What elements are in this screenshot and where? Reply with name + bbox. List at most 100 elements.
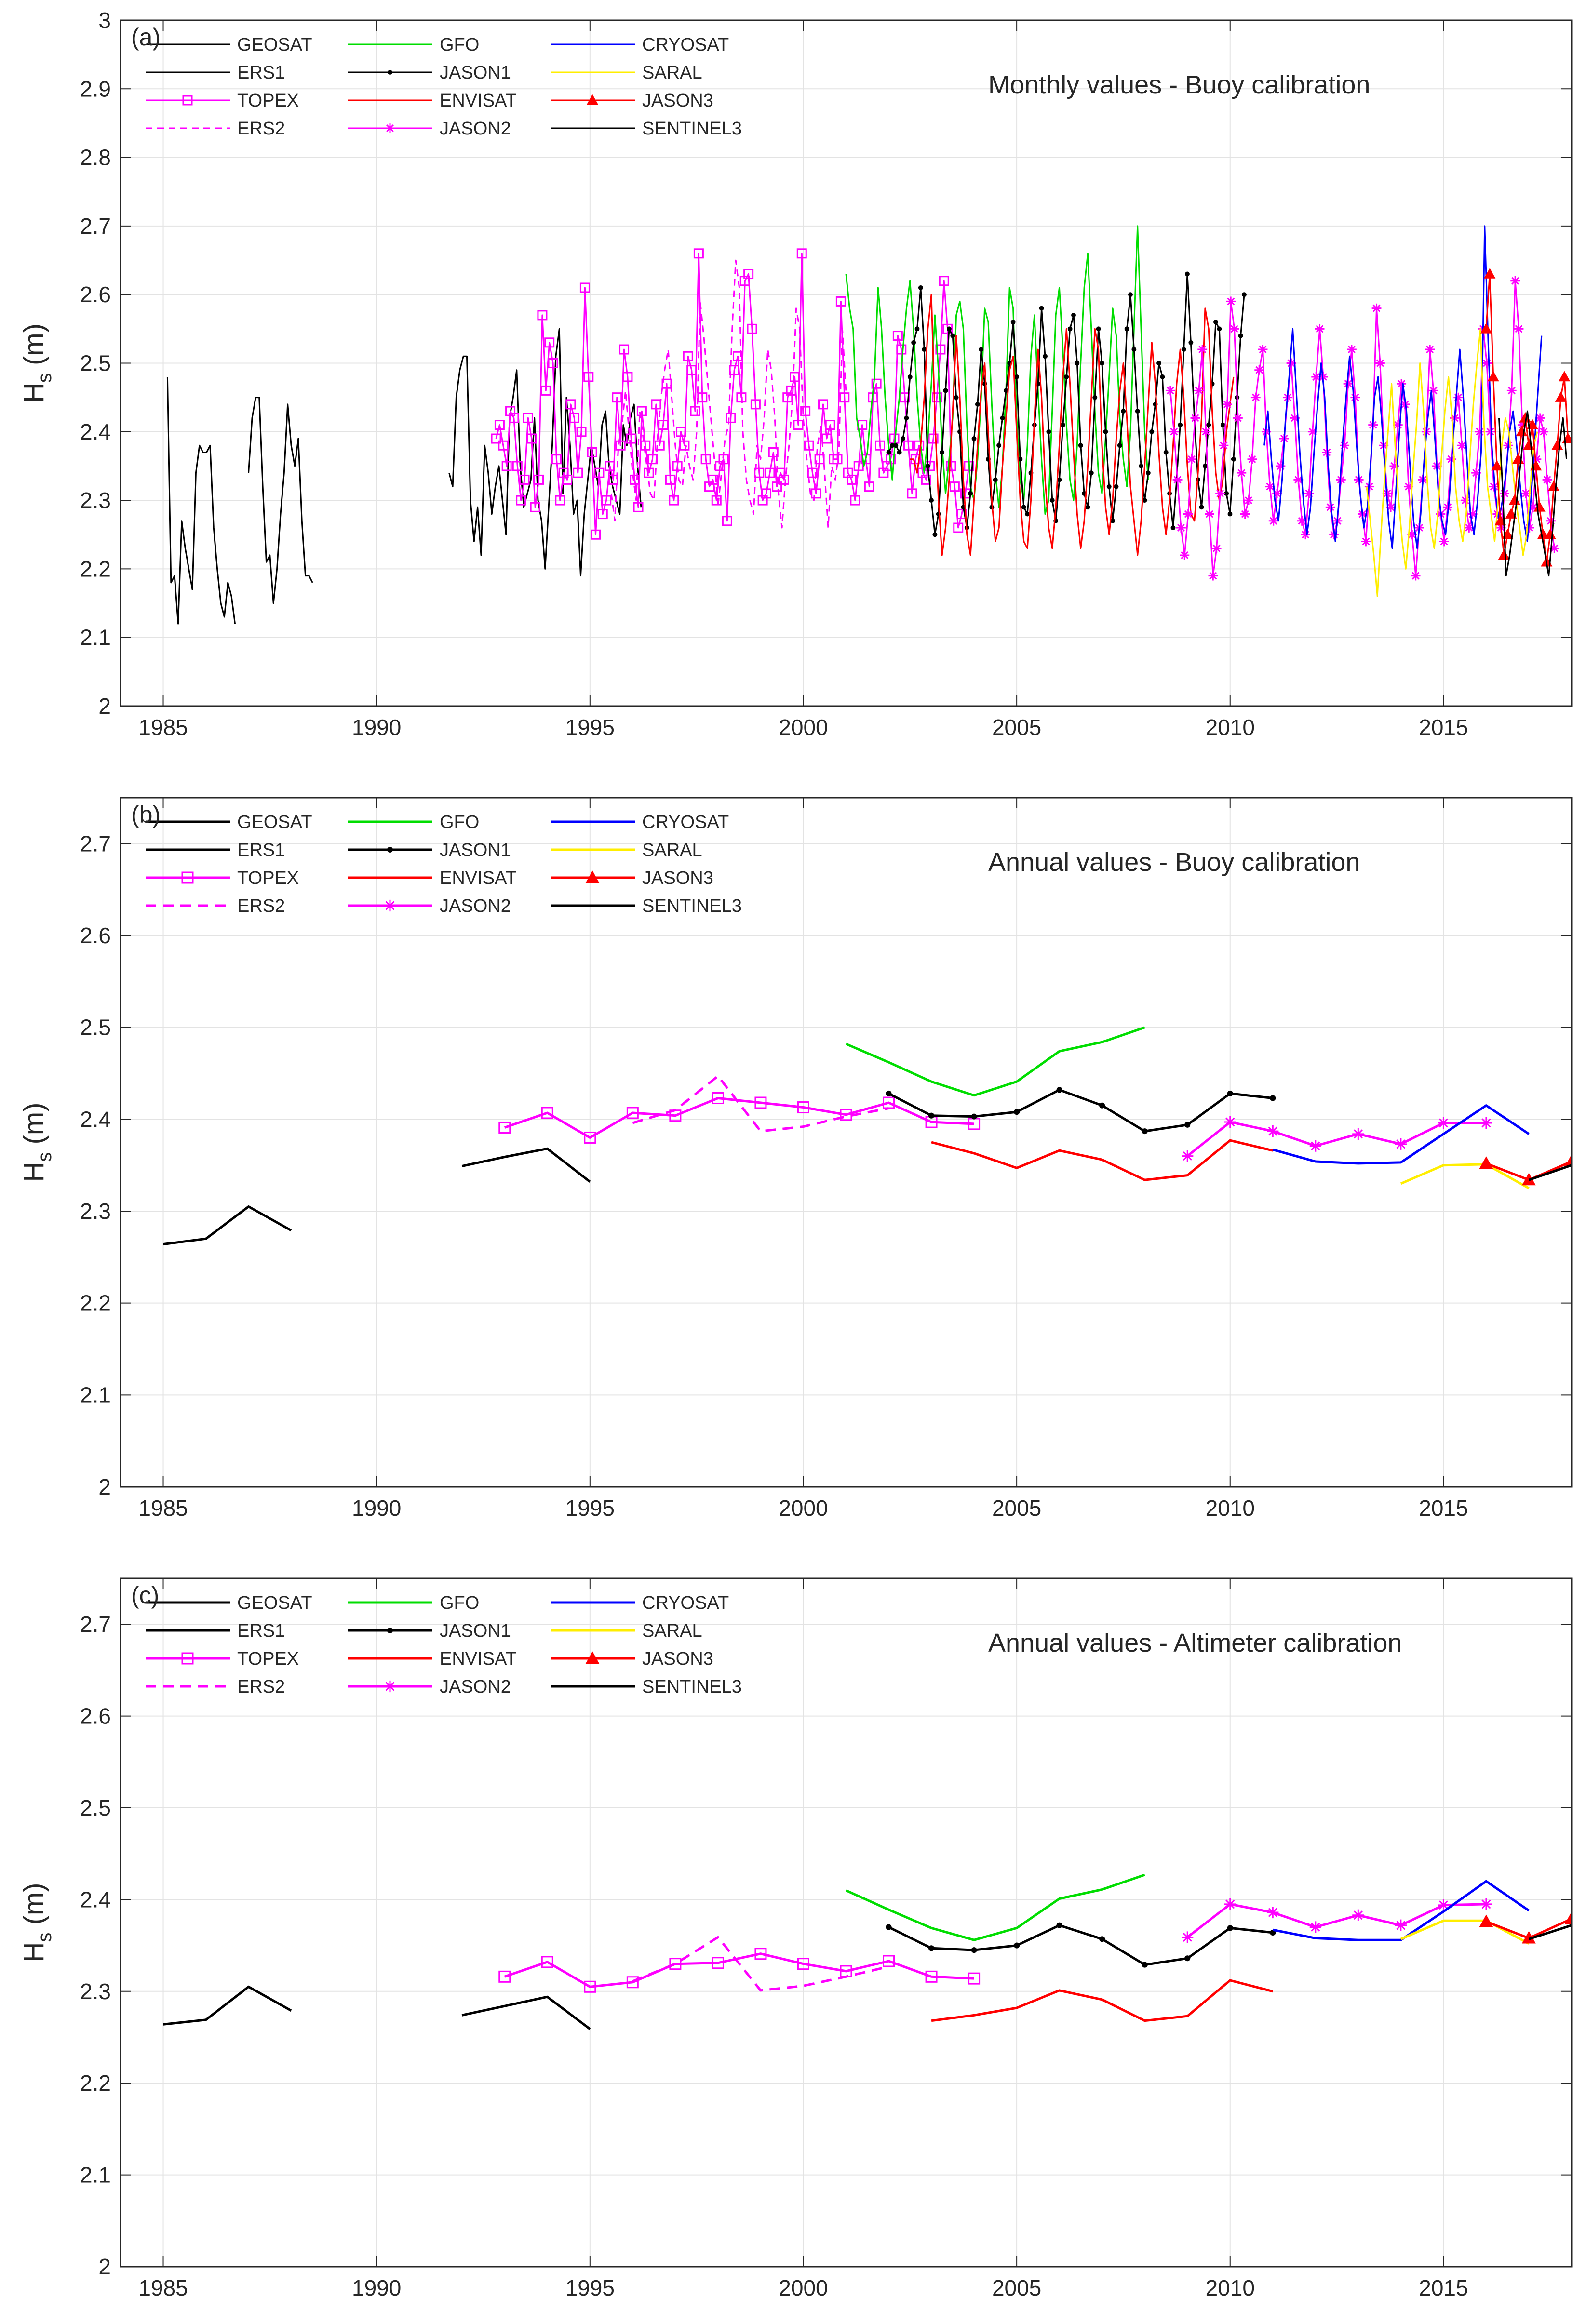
data-point-jason2 — [1254, 365, 1264, 375]
data-point-topex — [768, 447, 779, 457]
legend-label-topex: TOPEX — [237, 91, 299, 111]
data-point-topex — [739, 276, 750, 286]
data-point-jason1 — [1124, 326, 1129, 332]
axes-frame — [120, 797, 1573, 1488]
data-point-jason1 — [1206, 422, 1211, 427]
data-point-topex — [630, 474, 640, 485]
legend-label-ers2: ERS2 — [237, 896, 285, 916]
data-point-jason2 — [1197, 345, 1208, 354]
data-point-topex — [573, 467, 583, 478]
data-point-topex — [883, 1096, 895, 1109]
data-point-topex — [526, 433, 537, 444]
data-point-jason2 — [1180, 550, 1190, 560]
data-point-jason1 — [1049, 498, 1055, 503]
data-point-jason1 — [886, 1924, 892, 1930]
data-point-jason2 — [1226, 296, 1236, 307]
data-point-topex — [512, 461, 523, 471]
data-point-topex — [903, 440, 914, 451]
series-line-ers2 — [632, 1075, 889, 1133]
data-point-topex — [583, 372, 594, 382]
data-point-jason1 — [904, 415, 909, 421]
data-point-topex — [516, 495, 526, 506]
data-point-jason1 — [971, 1947, 977, 1953]
chart-title: Monthly values - Buoy calibration — [988, 70, 1370, 99]
data-point-jason2 — [1183, 509, 1193, 519]
legend-label-gfo: GFO — [440, 35, 479, 55]
data-point-topex — [619, 344, 630, 355]
data-point-jason1 — [1135, 409, 1140, 414]
data-point-jason2 — [1309, 1921, 1321, 1933]
legend-label-saral: SARAL — [642, 1621, 702, 1641]
data-point-jason1 — [1160, 374, 1165, 379]
panel-label: (a) — [131, 24, 161, 51]
data-point-topex — [612, 392, 622, 403]
y-tick-label: 2.2 — [80, 2070, 111, 2096]
series-line-jason1 — [888, 1924, 1273, 1966]
series-group — [163, 1026, 1572, 1246]
data-point-topex — [697, 392, 708, 403]
x-tick-label: 2005 — [992, 715, 1041, 740]
x-tick-label: 2015 — [1419, 1496, 1468, 1521]
data-point-jason1 — [897, 450, 902, 455]
data-point-jason1 — [929, 498, 934, 503]
data-point-jason1 — [1100, 361, 1104, 366]
data-point-topex — [793, 420, 804, 430]
data-point-jason2 — [1215, 488, 1225, 498]
data-point-jason1 — [1110, 518, 1116, 523]
data-point-topex — [626, 433, 636, 444]
series-line-topex — [504, 1952, 974, 1988]
data-point-topex — [935, 344, 946, 355]
data-point-jason2 — [1267, 1125, 1279, 1137]
data-point-topex — [949, 481, 960, 492]
legend-marker-jason3 — [585, 870, 600, 883]
series-line-gfo — [845, 1873, 1145, 1941]
data-point-jason2 — [1237, 468, 1247, 478]
legend-label-jason2: JASON2 — [440, 1677, 511, 1697]
data-point-topex — [537, 310, 548, 321]
x-tick-label: 1995 — [565, 715, 615, 740]
y-tick-label: 2.7 — [80, 831, 111, 856]
data-point-jason1 — [1025, 511, 1030, 517]
plot-area — [121, 1578, 1572, 2267]
data-point-topex — [743, 269, 754, 280]
data-point-topex — [591, 529, 601, 540]
data-point-jason1 — [1060, 422, 1065, 427]
data-point-jason1 — [1117, 443, 1122, 448]
y-axis-label: Hs (m) — [18, 1883, 55, 1963]
data-point-jason2 — [1258, 345, 1268, 354]
legend-label-jason1: JASON1 — [440, 1621, 511, 1641]
x-tick-label: 2010 — [1206, 715, 1255, 740]
data-point-topex — [843, 467, 853, 478]
data-point-topex — [761, 488, 772, 499]
legend-label-cryosat: CRYOSAT — [642, 1593, 729, 1613]
legend-label-topex: TOPEX — [237, 1649, 299, 1669]
x-tick-label: 2005 — [992, 1496, 1041, 1521]
data-point-jason3 — [1480, 322, 1492, 334]
y-tick-label: 2.6 — [80, 1704, 111, 1729]
data-point-topex — [797, 1958, 809, 1970]
data-point-jason2 — [1205, 509, 1214, 519]
y-tick-label: 2.3 — [80, 488, 111, 513]
data-point-topex — [551, 454, 562, 465]
legend-marker-jason1 — [387, 1627, 393, 1634]
data-point-jason1 — [1003, 388, 1008, 393]
data-point-jason1 — [979, 347, 984, 352]
legend-label-saral: SARAL — [642, 840, 702, 860]
data-point-jason1 — [1142, 1962, 1148, 1968]
legend-marker-jason1 — [387, 846, 393, 853]
series-line-cryosat — [1272, 1880, 1530, 1941]
data-point-topex — [601, 495, 612, 506]
data-point-jason1 — [928, 1945, 935, 1951]
data-point-jason1 — [1145, 470, 1151, 476]
data-point-topex — [541, 1956, 553, 1968]
data-point-jason1 — [1185, 271, 1190, 277]
legend-label-saral: SARAL — [642, 63, 702, 83]
y-axis-label-sub: s — [34, 1933, 55, 1942]
series-line-cryosat — [1263, 225, 1543, 549]
data-point-jason1 — [971, 1113, 977, 1120]
y-tick-label: 2.3 — [80, 1979, 111, 2004]
data-point-jason2 — [1395, 1138, 1407, 1150]
data-point-topex — [509, 413, 519, 423]
data-point-topex — [523, 413, 533, 423]
data-point-jason3 — [1484, 268, 1496, 279]
